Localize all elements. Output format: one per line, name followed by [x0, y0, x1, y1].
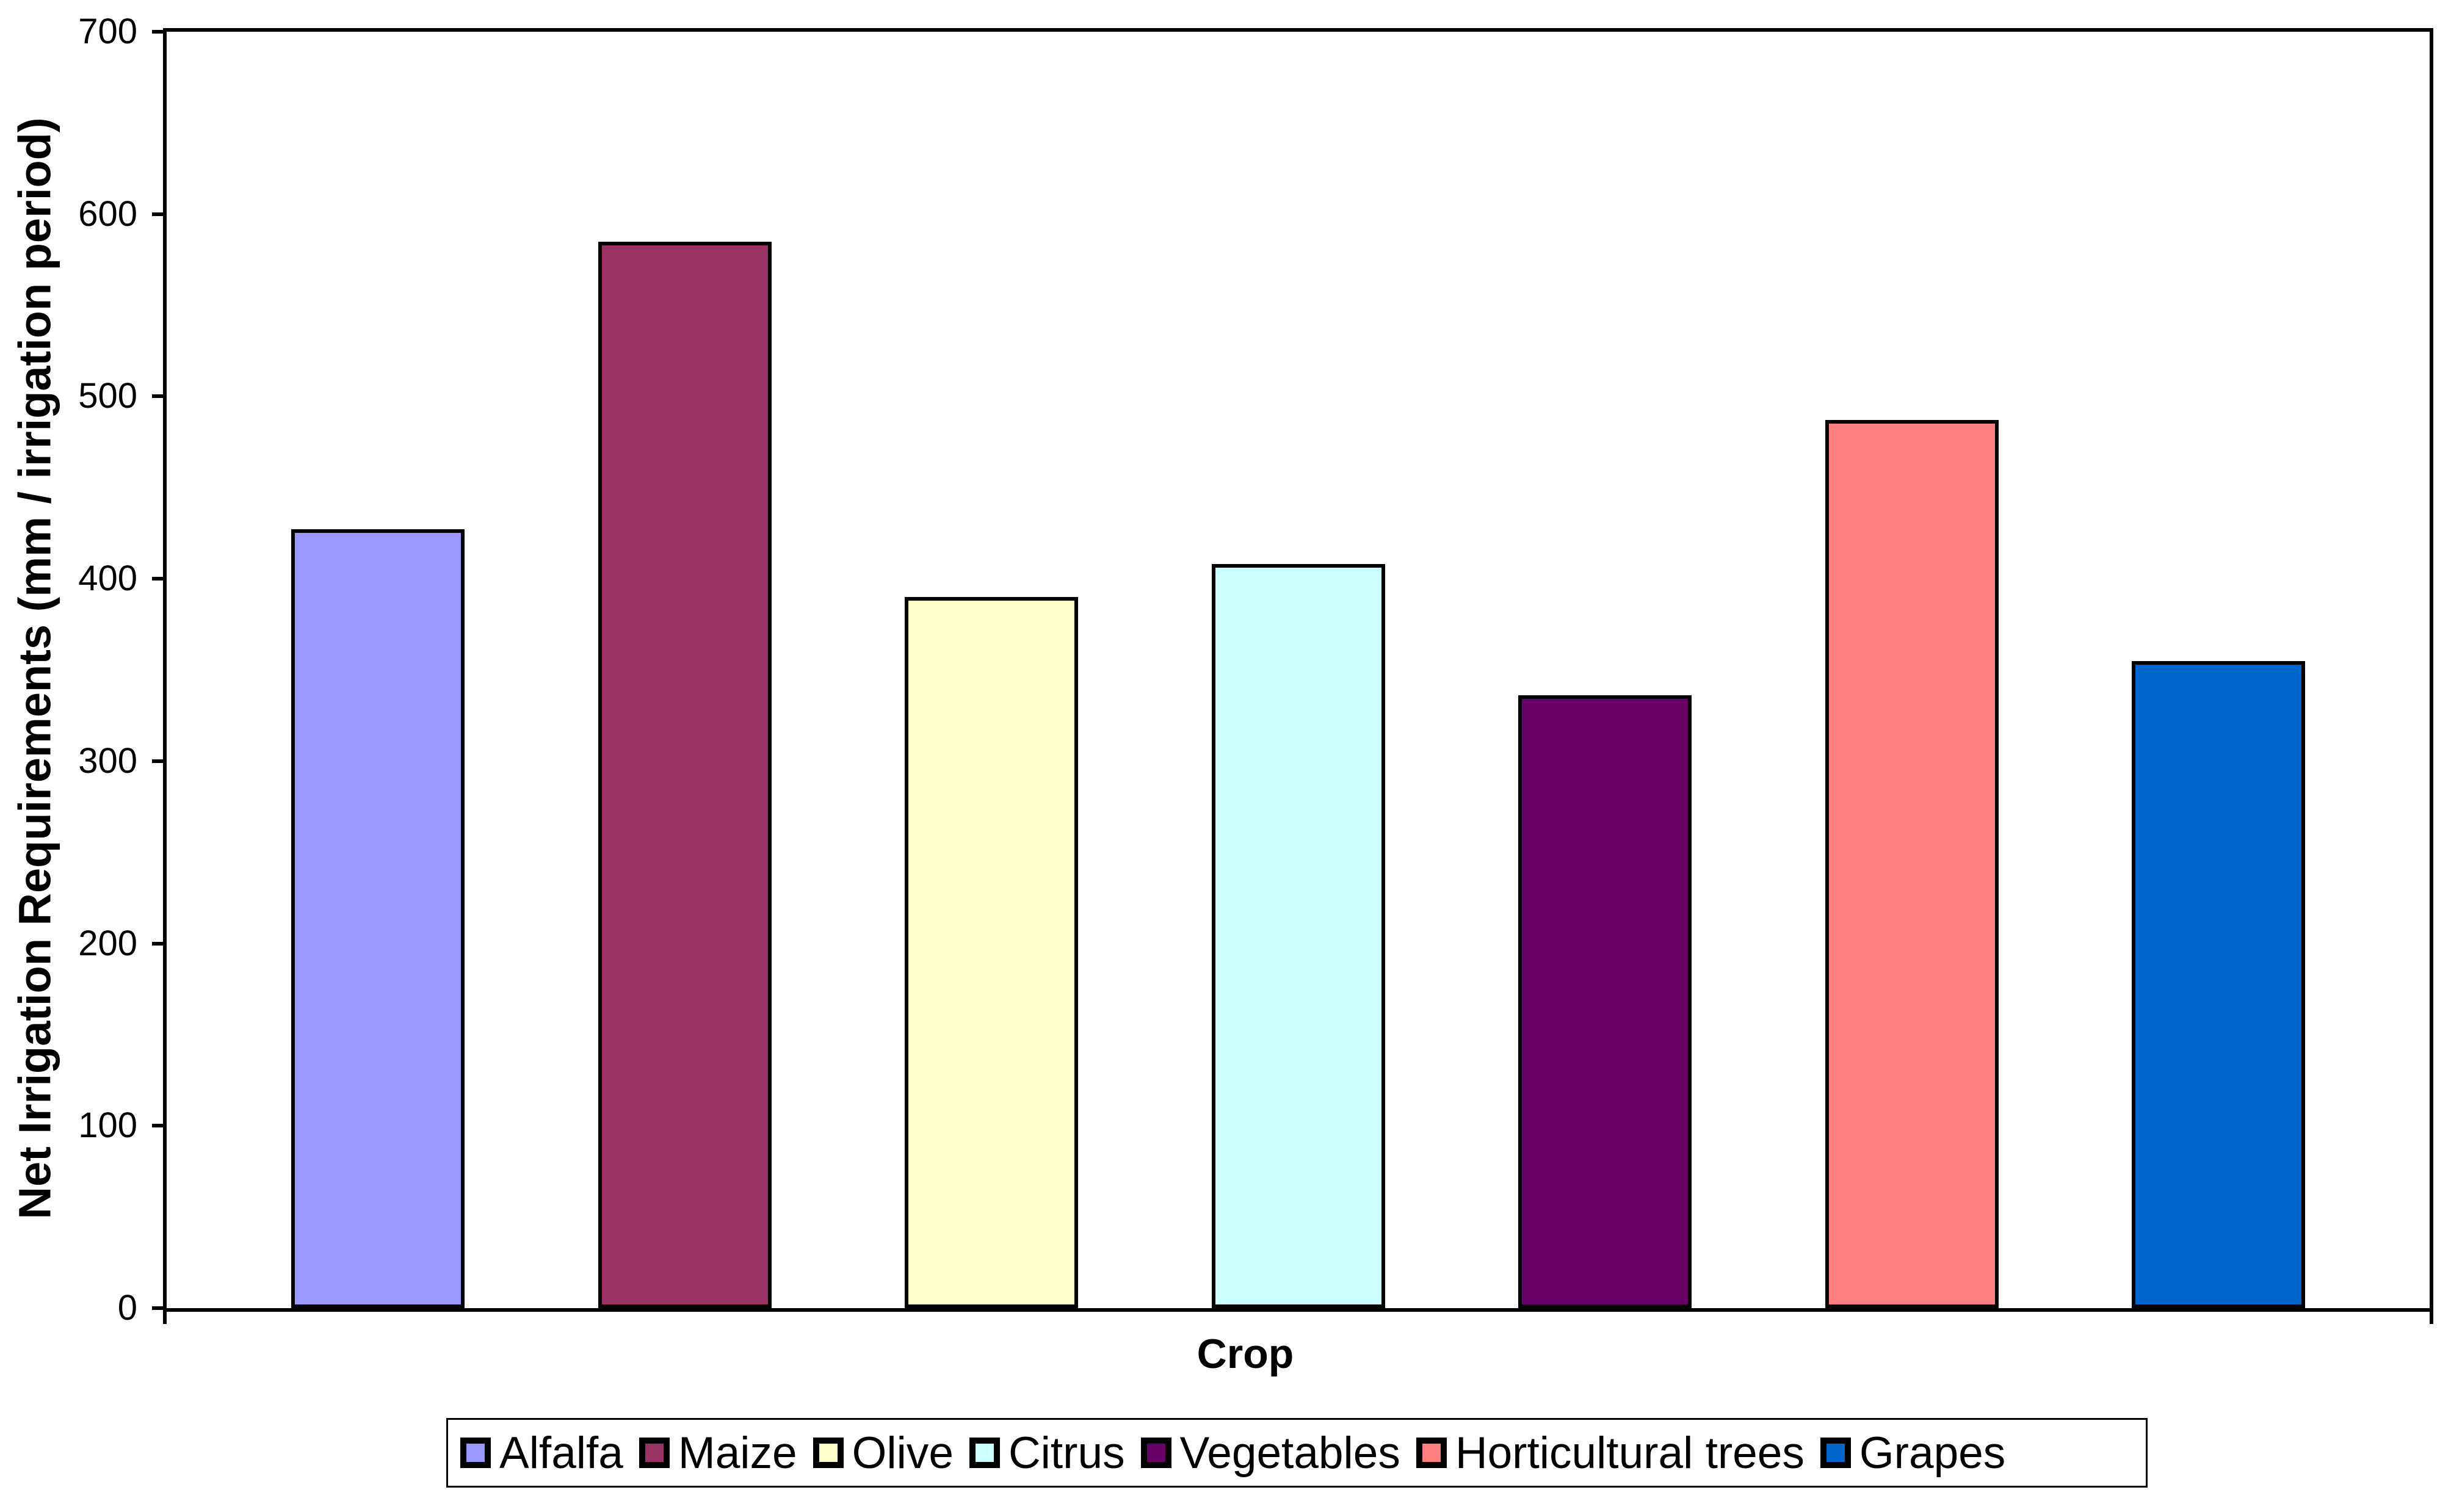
legend-label-olive: Olive	[852, 1428, 954, 1478]
legend-swatch-maize	[639, 1438, 670, 1468]
y-tick-label-300: 300	[78, 741, 137, 781]
legend-swatch-citrus	[969, 1438, 1000, 1468]
legend-label-citrus: Citrus	[1008, 1428, 1125, 1478]
bar-citrus	[1212, 564, 1385, 1308]
y-axis-title: Net Irrigation Requirements (mm / irriga…	[9, 117, 60, 1220]
plot-area	[163, 28, 2433, 1312]
y-tick-label-700: 700	[78, 12, 137, 51]
legend-item-citrus: Citrus	[969, 1431, 1125, 1475]
y-tick-label-100: 100	[78, 1105, 137, 1145]
legend-label-horticultural-trees: Horticultural trees	[1455, 1428, 1805, 1478]
y-tick-label-0: 0	[117, 1288, 137, 1328]
legend-swatch-vegetables	[1140, 1438, 1171, 1468]
y-tick-label-500: 500	[78, 376, 137, 416]
y-tick-label-600: 600	[78, 194, 137, 234]
legend-label-vegetables: Vegetables	[1179, 1428, 1400, 1478]
y-tick-mark-100	[152, 1124, 163, 1127]
legend-swatch-grapes	[1820, 1438, 1851, 1468]
x-axis-title: Crop	[1197, 1331, 1294, 1377]
y-tick-mark-500	[152, 394, 163, 398]
y-tick-mark-200	[152, 942, 163, 946]
y-tick-mark-700	[152, 30, 163, 34]
legend-item-alfalfa: Alfalfa	[460, 1431, 623, 1475]
y-tick-mark-400	[152, 577, 163, 581]
bar-vegetables	[1518, 695, 1692, 1308]
bar-maize	[598, 242, 772, 1308]
x-axis-left-tick	[163, 1312, 167, 1324]
legend-swatch-olive	[813, 1438, 844, 1468]
legend-item-olive: Olive	[813, 1431, 954, 1475]
x-axis-right-tick	[2430, 1312, 2433, 1324]
y-tick-mark-0	[152, 1306, 163, 1310]
legend-item-grapes: Grapes	[1820, 1431, 2005, 1475]
bar-horticultural-trees	[1825, 420, 1999, 1308]
legend-swatch-alfalfa	[460, 1438, 491, 1468]
legend-swatch-horticultural-trees	[1416, 1438, 1447, 1468]
bar-alfalfa	[291, 529, 465, 1308]
bar-grapes	[2132, 661, 2305, 1308]
y-tick-label-400: 400	[78, 559, 137, 598]
legend-item-vegetables: Vegetables	[1140, 1428, 1400, 1478]
legend-label-alfalfa: Alfalfa	[499, 1428, 623, 1478]
y-tick-mark-300	[152, 759, 163, 763]
y-tick-label-200: 200	[78, 924, 137, 963]
legend-item-horticultural-trees: Horticultural trees	[1416, 1431, 1805, 1475]
bar-olive	[905, 597, 1078, 1308]
legend: Alfalfa Maize Olive Citrus Vegetables Horticu…	[446, 1418, 2148, 1488]
legend-label-maize: Maize	[678, 1428, 797, 1478]
legend-item-maize: Maize	[639, 1431, 797, 1475]
legend-label-grapes: Grapes	[1859, 1428, 2006, 1478]
y-tick-mark-600	[152, 212, 163, 216]
